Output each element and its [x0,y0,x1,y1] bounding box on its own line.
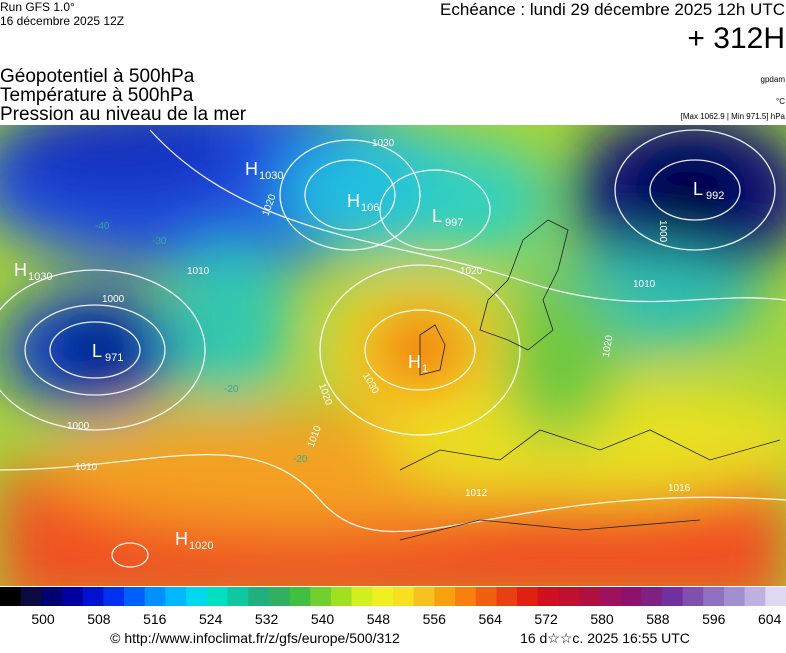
scale-swatch [744,587,766,606]
scale-label: 508 [87,611,111,627]
scale-swatch [227,587,249,606]
scale-swatch [765,587,786,606]
contour-label: 1010 [75,462,98,473]
scale-label: 548 [367,611,391,627]
scale-swatch [579,587,601,606]
scale-swatch [310,587,332,606]
scale-label: 556 [423,611,447,627]
field-name: Température à 500hPa [0,85,194,106]
scale-label: 532 [255,611,279,627]
center-value: 1020 [189,540,213,552]
contour-label: 1000 [657,220,668,243]
run-label: Run GFS 1.0° [0,0,75,14]
scale-swatch [372,587,394,606]
contour-label: 1010 [633,279,656,290]
echeance: Echéance : lundi 29 décembre 2025 12h UT… [440,0,785,19]
scale-swatch [455,587,477,606]
scale-swatch [268,587,291,606]
center-letter: H [175,529,188,549]
center-value: 997 [445,217,463,229]
scale-swatch [103,587,125,606]
scale-swatch [682,587,704,606]
contour-label: 1012 [465,488,488,499]
center-value: 1 [422,363,428,375]
scale-swatch [41,587,63,606]
scale-swatch [599,587,622,606]
center-letter: H [408,352,421,372]
scale-label: 564 [479,611,503,627]
scale-label: 604 [758,611,782,627]
unit: gpdam [761,75,786,84]
scale-swatch [248,587,270,606]
scale-swatch [475,587,497,606]
center-value: 1030 [28,271,52,283]
color-scale: 500 508 516 524 532 540 548 556 564 572 580 588 596 6… [0,587,786,627]
field: 1030 1020 1010 1000 1020 1010 1000 1020 … [0,125,786,586]
contour-label: 1000 [102,294,125,305]
scale-label: 580 [590,611,614,627]
scale-label: 572 [534,611,558,627]
contour-label: 1020 [460,266,483,277]
scale-label: 516 [143,611,167,627]
source: © http://www.infoclimat.fr/z/gfs/europe/… [110,630,400,646]
scale-swatch [351,587,373,606]
center-value: 106 [361,202,379,214]
generated: 16 d☆☆c. 2025 16:55 UTC [520,630,690,646]
scale-swatch [206,587,229,606]
scale-swatch [165,587,187,606]
center-value: 992 [706,190,724,202]
scale-swatch [82,587,104,606]
run-date: 16 décembre 2025 12Z [0,14,124,28]
temp-label: -30 [152,236,167,247]
scale-label: 596 [702,611,726,627]
scale-label: 588 [646,611,670,627]
scale-swatch [517,587,539,606]
temp-label: -20 [293,454,308,465]
scale-swatch [62,587,84,606]
scale-swatch [413,587,435,606]
lead-time: + 312H [687,22,785,55]
field-name: Géopotentiel à 500hPa [0,66,195,87]
contour-label: 1016 [668,483,691,494]
scale-swatch [723,587,746,606]
scale-swatch [144,587,166,606]
field-name: Pression au niveau de la mer [0,104,247,125]
scale-swatch [703,587,725,606]
scale-swatch [20,587,42,606]
scale-label: 524 [199,611,223,627]
scale-swatch [0,587,22,606]
temp-label: -40 [95,221,110,232]
center-letter: H [245,159,258,179]
contour-label: 1000 [67,421,90,432]
scale-swatch [393,587,415,606]
center-letter: L [693,179,703,199]
center-letter: H [14,260,27,280]
scale-swatch [496,587,518,606]
temp-label: -20 [224,384,239,395]
scale-swatch [124,587,146,606]
center-value: 1030 [259,170,283,182]
contour-label: 1010 [187,266,210,277]
scale-swatch [661,587,684,606]
scale-swatch [289,587,311,606]
contour-label: 1030 [372,138,395,149]
unit: [Max 1062.9 | Min 971.5] hPa [681,112,786,121]
scale-swatch [434,587,456,606]
scale-swatch [620,587,642,606]
center-letter: L [92,341,102,361]
center-value: 971 [105,352,123,364]
scale-swatch [537,587,559,606]
scale-swatch [558,587,580,606]
center-letter: L [432,206,442,226]
scale-label: 500 [31,611,55,627]
scale-swatch [330,587,353,606]
scale-swatch [186,587,208,606]
scale-swatch [641,587,663,606]
unit: °C [776,97,785,106]
contour-label: 1020 [601,334,616,358]
scale-label: 540 [311,611,335,627]
center-letter: H [347,191,360,211]
